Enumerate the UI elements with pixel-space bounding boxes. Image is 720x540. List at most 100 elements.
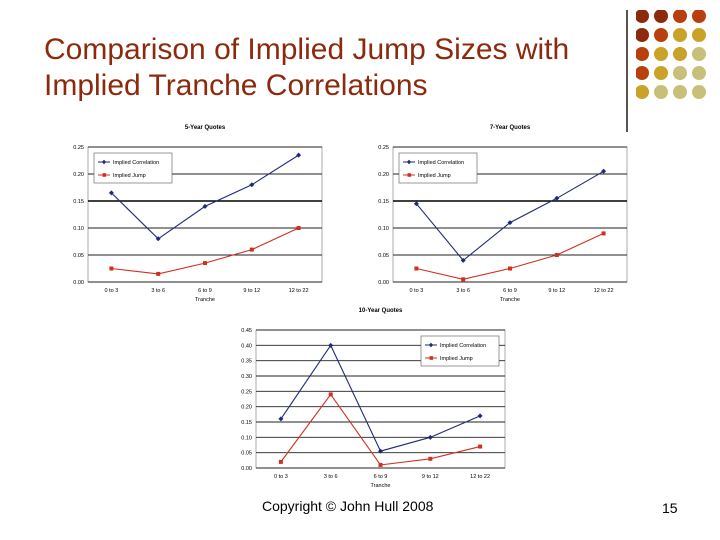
legend-box — [93, 152, 173, 184]
data-point — [554, 253, 559, 257]
x-tick-label: 0 to 3 — [274, 474, 288, 480]
data-point — [461, 277, 466, 282]
data-point — [478, 444, 483, 449]
data-point — [428, 456, 433, 461]
page-number: 15 — [662, 500, 678, 516]
y-tick-label: 0.20 — [378, 172, 389, 178]
data-point — [414, 266, 419, 271]
decorative-dot-grid — [636, 10, 706, 99]
decorative-dot — [636, 47, 649, 61]
y-tick-label: 0.25 — [378, 145, 389, 151]
data-point — [249, 247, 254, 252]
x-tick-label: 6 to 9 — [374, 474, 388, 480]
chart-title: 10-Year Quotes — [359, 308, 403, 314]
x-axis-label: Tranche — [500, 297, 520, 303]
decorative-dot — [692, 85, 706, 99]
y-tick-label: 0.00 — [378, 280, 389, 286]
legend-marker — [429, 356, 434, 360]
legend-label: Implied Jump — [113, 173, 146, 179]
y-tick-label: 0.10 — [73, 226, 84, 232]
legend-marker — [407, 173, 412, 177]
x-tick-label: 12 to 22 — [289, 288, 309, 294]
data-point — [601, 168, 607, 174]
decorative-dot — [692, 28, 706, 42]
decorative-dot — [654, 10, 668, 23]
y-tick-label: 0.10 — [241, 435, 252, 441]
x-axis-label: Tranche — [195, 297, 215, 303]
legend-marker — [428, 342, 434, 348]
decorative-dot — [636, 10, 649, 23]
decorative-dot — [636, 66, 649, 80]
legend-marker — [406, 159, 412, 165]
y-tick-label: 0.00 — [73, 280, 84, 286]
data-point — [601, 231, 606, 236]
x-axis-label: Tranche — [371, 483, 391, 489]
y-tick-label: 0.05 — [241, 451, 252, 457]
decorative-dot — [654, 66, 668, 80]
y-tick-label: 0.35 — [241, 359, 252, 365]
chart-10-year-quotes: 10-Year Quotes 0.00 0.05 0.10 0.15 0.20 0.25 0.… — [228, 308, 513, 494]
data-point — [278, 459, 283, 464]
chart-title: 5-Year Quotes — [185, 125, 226, 131]
y-tick-label: 0.10 — [378, 226, 389, 232]
data-point — [156, 271, 161, 276]
x-tick-label: 9 to 12 — [243, 288, 260, 294]
y-tick-label: 0.20 — [241, 405, 252, 411]
legend-box — [420, 335, 500, 367]
x-tick-label: 3 to 6 — [456, 288, 470, 294]
title-divider — [626, 10, 628, 132]
data-point — [477, 413, 483, 419]
slide-title: Comparison of Implied Jump Sizes with Im… — [44, 33, 570, 102]
decorative-dot — [673, 10, 687, 23]
decorative-dot — [673, 66, 687, 80]
chart-5-year-quotes: 5-Year Quotes 0.00 0.05 0.10 0.15 0.20 0.25 0 t… — [60, 120, 330, 310]
y-tick-label: 0.05 — [378, 253, 389, 259]
legend-label: Implied Jump — [418, 173, 451, 179]
x-tick-label: 0 to 3 — [410, 288, 424, 294]
data-point — [554, 195, 560, 201]
x-tick-label: 3 to 6 — [324, 474, 338, 480]
copyright-footer: Copyright © John Hull 2008 — [262, 498, 434, 514]
x-tick-label: 12 to 22 — [470, 474, 490, 480]
data-point — [328, 342, 334, 348]
chart-7-year-quotes: 7-Year Quotes 0.00 0.05 0.10 0.15 0.20 0.25 0 t… — [365, 120, 635, 310]
data-point — [249, 182, 255, 188]
decorative-dot — [636, 85, 649, 99]
data-point — [278, 416, 284, 422]
y-tick-label: 0.40 — [241, 343, 252, 349]
decorative-dot — [692, 47, 706, 61]
x-tick-label: 6 to 9 — [198, 288, 212, 294]
data-point — [296, 152, 302, 158]
y-tick-label: 0.15 — [378, 199, 389, 205]
y-tick-label: 0.15 — [241, 420, 252, 426]
decorative-dot — [654, 47, 668, 61]
y-tick-label: 0.15 — [73, 199, 84, 205]
y-tick-label: 0.25 — [73, 145, 84, 151]
decorative-dot — [692, 66, 706, 80]
x-tick-label: 12 to 22 — [594, 288, 614, 294]
y-tick-label: 0.25 — [241, 389, 252, 395]
x-tick-label: 3 to 6 — [151, 288, 165, 294]
y-tick-label: 0.05 — [73, 253, 84, 259]
data-point — [508, 266, 512, 271]
y-tick-label: 0.30 — [241, 374, 252, 380]
decorative-dot — [654, 28, 668, 42]
data-point — [296, 226, 301, 230]
chart-title: 7-Year Quotes — [490, 125, 531, 131]
x-tick-label: 6 to 9 — [503, 288, 517, 294]
data-point — [378, 448, 383, 454]
y-tick-label: 0.45 — [241, 328, 252, 334]
data-point — [378, 462, 383, 467]
x-tick-label: 0 to 3 — [105, 288, 119, 294]
x-tick-label: 9 to 12 — [548, 288, 565, 294]
decorative-dot — [673, 28, 687, 42]
data-point — [203, 261, 207, 266]
legend-label: Implied Correlation — [418, 160, 464, 166]
data-point — [328, 392, 333, 397]
legend-marker — [102, 173, 107, 177]
data-point — [413, 201, 419, 207]
data-point — [427, 434, 433, 440]
legend-label: Implied Correlation — [440, 343, 486, 349]
legend-box — [398, 152, 478, 184]
decorative-dot — [673, 47, 687, 61]
